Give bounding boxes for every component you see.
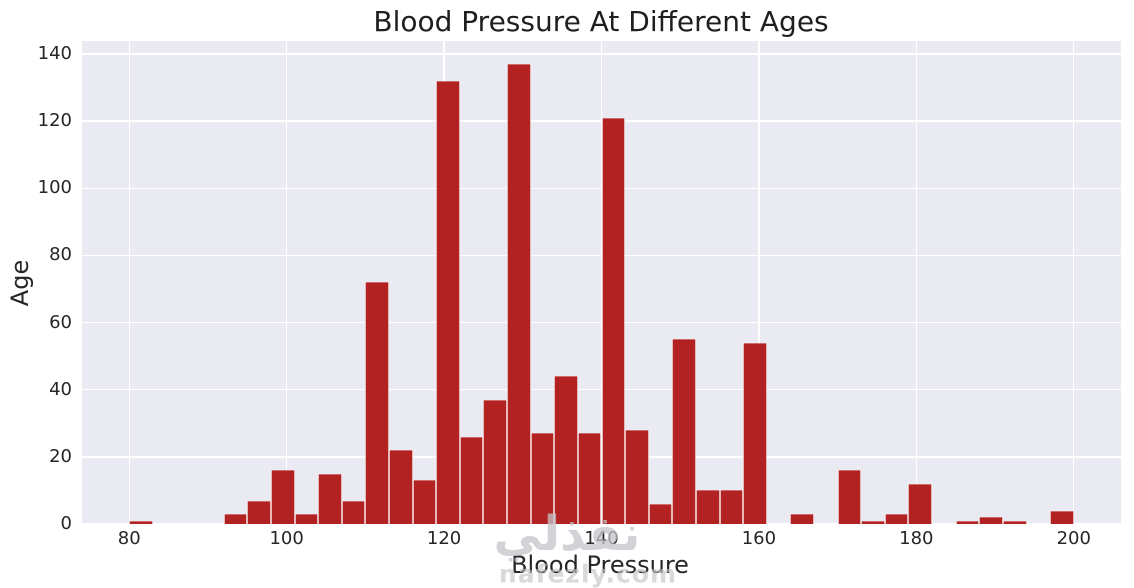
chart-title: Blood Pressure At Different Ages	[373, 5, 829, 38]
y-tick-label: 0	[60, 513, 72, 534]
x-tick-label: 120	[426, 528, 462, 549]
histogram-bar	[270, 470, 295, 524]
histogram-bar	[695, 490, 720, 524]
x-gridline	[915, 41, 918, 524]
x-tick-label: 200	[1056, 528, 1091, 549]
histogram-bar	[837, 470, 862, 524]
x-tick-label: 100	[269, 528, 304, 549]
histogram-bar	[459, 436, 484, 524]
histogram-bar	[577, 433, 602, 524]
histogram-bar	[790, 513, 815, 524]
x-tick-label: 80	[117, 528, 141, 549]
x-gridline	[600, 41, 603, 524]
y-axis-label: Age	[6, 259, 34, 307]
y-tick-label: 120	[37, 110, 72, 132]
histogram-bar	[554, 376, 578, 524]
histogram-bar	[1002, 520, 1027, 524]
histogram-bar	[672, 339, 696, 524]
histogram-bar	[1050, 510, 1074, 524]
histogram-bar	[530, 433, 555, 524]
histogram-bar	[648, 503, 673, 524]
histogram-bar	[719, 490, 744, 524]
histogram-bar	[908, 483, 933, 524]
plot-area	[82, 41, 1121, 525]
y-tick-label: 80	[49, 244, 72, 266]
histogram-bar	[483, 399, 508, 524]
histogram-bar	[601, 117, 626, 524]
histogram-bar	[388, 450, 413, 524]
histogram-bar	[365, 282, 389, 524]
x-tick-label: 140	[584, 528, 619, 549]
histogram-bar	[318, 473, 342, 524]
x-gridline	[758, 41, 760, 524]
y-tick-label: 40	[49, 378, 72, 400]
histogram-bar	[412, 480, 437, 524]
histogram-bar	[955, 520, 980, 524]
y-tick-label: 60	[49, 311, 72, 333]
histogram-bar	[884, 513, 909, 524]
x-gridline	[285, 41, 288, 524]
histogram-bar	[247, 500, 271, 524]
x-tick-label: 160	[741, 528, 777, 549]
histogram-bar	[861, 520, 885, 524]
x-tick-label: 180	[899, 528, 934, 549]
histogram-bar	[979, 517, 1003, 524]
histogram-bar	[507, 64, 531, 524]
histogram-bar	[341, 500, 366, 524]
histogram-bar	[223, 513, 248, 524]
y-tick-label: 20	[49, 445, 72, 467]
histogram-bar	[743, 342, 767, 524]
x-axis-label: Blood Pressure	[511, 551, 689, 579]
x-gridline	[128, 41, 130, 524]
histogram-bar	[625, 430, 649, 524]
y-tick-label: 100	[37, 177, 72, 199]
histogram-bar	[129, 520, 153, 524]
histogram-bar	[436, 80, 460, 524]
y-tick-label: 140	[37, 42, 72, 64]
x-gridline	[1073, 41, 1075, 524]
histogram-bar	[294, 513, 319, 524]
